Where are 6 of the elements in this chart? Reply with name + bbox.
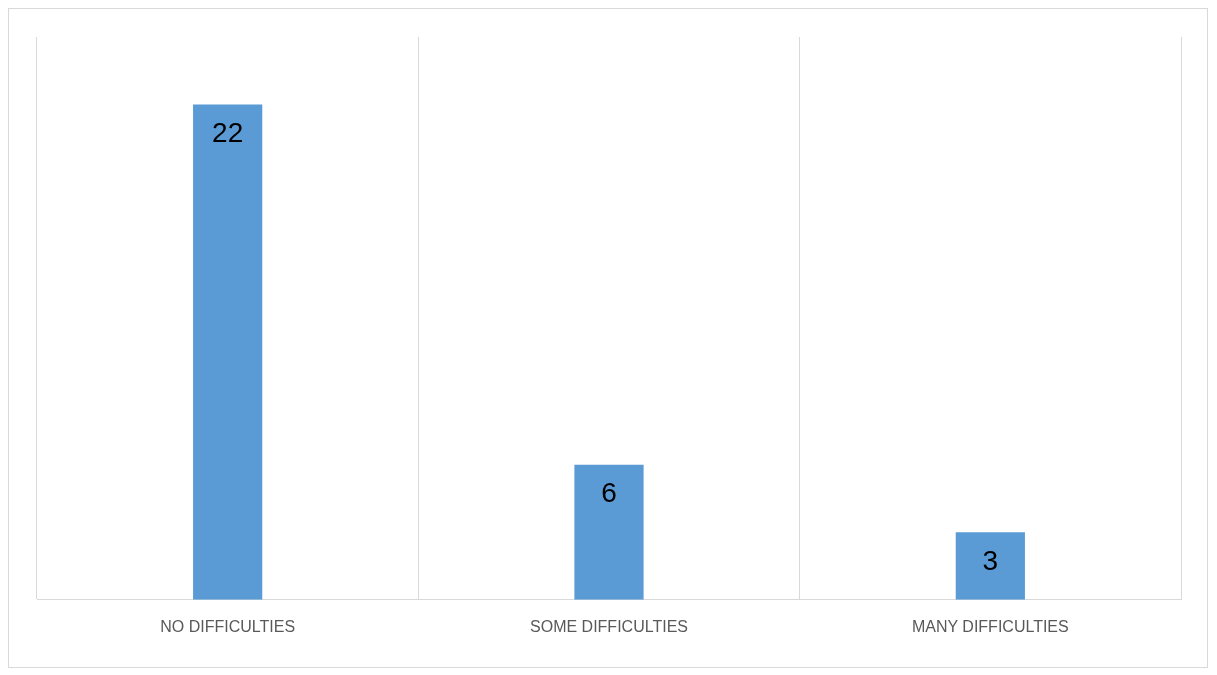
data-label: 22	[212, 117, 244, 149]
x-tick-label: MANY DIFFICULTIES	[911, 617, 1069, 635]
x-tick-label: NO DIFFICULTIES	[160, 617, 296, 635]
data-label: 6	[601, 477, 617, 509]
x-tick-label: SOME DIFFICULTIES	[530, 617, 688, 635]
data-label: 3	[982, 544, 999, 576]
